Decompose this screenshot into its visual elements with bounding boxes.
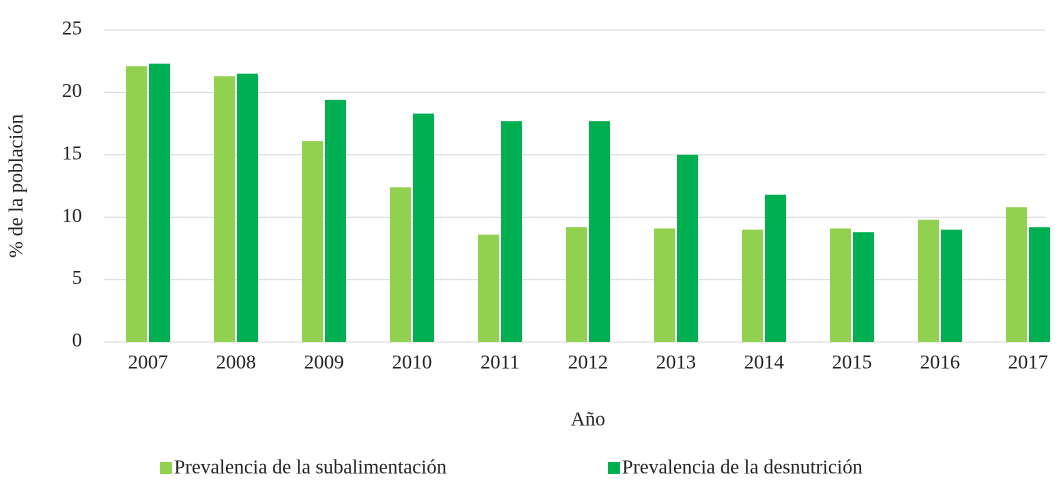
- bar: [390, 187, 411, 342]
- bar: [918, 219, 939, 342]
- legend-swatch: [608, 462, 620, 474]
- bar: [126, 66, 147, 342]
- x-tick-label: 2011: [480, 352, 519, 374]
- x-tick-label: 2010: [392, 352, 432, 374]
- x-tick-label: 2014: [744, 352, 784, 374]
- bar: [941, 229, 962, 342]
- bar: [1006, 207, 1027, 342]
- bar: [413, 113, 434, 342]
- x-tick-label: 2015: [832, 352, 872, 374]
- legend-label: Prevalencia de la subalimentación: [174, 457, 447, 479]
- x-tick-label: 2009: [304, 352, 344, 374]
- bar: [149, 63, 170, 343]
- y-tick-label: 25: [62, 18, 82, 40]
- bar: [765, 194, 786, 342]
- y-tick-label: 15: [62, 142, 82, 164]
- bar: [589, 121, 610, 342]
- y-tick-label: 10: [62, 205, 82, 227]
- bar: [302, 141, 323, 342]
- bar: [654, 228, 675, 342]
- bar: [214, 76, 235, 343]
- x-tick-label: 2017: [1008, 352, 1048, 374]
- y-tick-label: 0: [72, 330, 82, 352]
- bar: [742, 229, 763, 342]
- x-tick-label: 2007: [128, 352, 168, 374]
- y-tick-label: 20: [62, 80, 82, 102]
- bar: [325, 99, 346, 342]
- x-tick-label: 2013: [656, 352, 696, 374]
- x-tick-label: 2016: [920, 352, 960, 374]
- bar: [566, 227, 587, 342]
- bar: [237, 73, 258, 343]
- bar: [830, 228, 851, 342]
- legend-swatch: [160, 462, 172, 474]
- x-tick-label: 2012: [568, 352, 608, 374]
- x-axis-label: Año: [571, 409, 605, 431]
- bar: [501, 121, 522, 342]
- bar: [478, 234, 499, 342]
- bar: [853, 232, 874, 342]
- bar: [1029, 227, 1050, 342]
- legend-label: Prevalencia de la desnutrición: [622, 457, 862, 479]
- y-axis-label: % de la población: [6, 114, 28, 258]
- bar: [677, 154, 698, 342]
- x-tick-label: 2008: [216, 352, 256, 374]
- y-tick-label: 5: [72, 267, 82, 289]
